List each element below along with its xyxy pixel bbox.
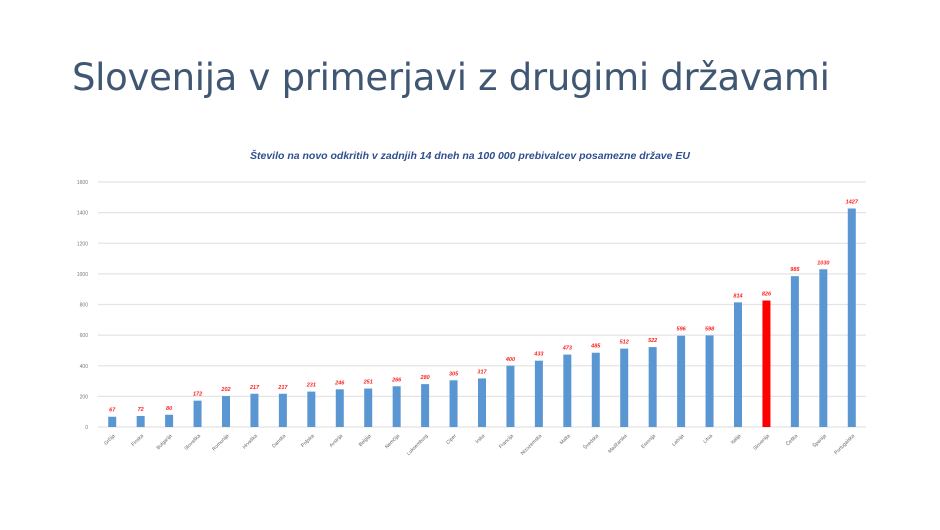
data-label: 67 — [109, 408, 116, 414]
x-tick-label: Litva — [702, 433, 714, 445]
bar-litva — [705, 335, 714, 427]
data-label: 814 — [733, 293, 742, 299]
data-label: 473 — [562, 346, 572, 352]
x-tick-label: Slovenija — [752, 433, 771, 452]
x-tick-label: Slovaška — [183, 433, 202, 452]
data-label: 826 — [762, 292, 772, 298]
slide-title: Slovenija v primerjavi z drugimi državam… — [72, 56, 830, 99]
bar-romunija — [222, 396, 230, 427]
x-tick-label: Luksemburg — [406, 433, 430, 457]
y-axis-ticks: 0 200 400 600 800 1000 1200 1400 1600 — [77, 180, 88, 431]
bars — [108, 208, 856, 427]
bar-madžarska — [620, 348, 629, 427]
x-tick-label: Italija — [730, 433, 743, 446]
y-tick-label: 0 — [85, 425, 88, 431]
x-tick-label: Estonija — [640, 433, 657, 450]
data-label: 317 — [477, 369, 487, 375]
x-tick-label: Španija — [811, 432, 828, 449]
x-tick-label: Češka — [784, 432, 799, 447]
bar-avstrija — [335, 389, 344, 427]
bar-francija — [506, 365, 515, 427]
x-tick-label: Romunija — [211, 433, 230, 452]
x-tick-label: Avstrija — [328, 433, 344, 449]
x-tick-label: Belgija — [358, 433, 373, 448]
data-label: 172 — [193, 392, 202, 398]
x-tick-label: Finska — [130, 433, 145, 448]
data-label: 251 — [363, 380, 373, 386]
x-tick-label: Nemčija — [384, 433, 401, 450]
data-label: 217 — [249, 385, 260, 391]
y-tick-label: 1200 — [77, 241, 88, 247]
x-tick-label: Francija — [498, 433, 515, 450]
x-tick-label: Irska — [475, 433, 487, 445]
y-tick-label: 600 — [80, 333, 89, 339]
y-tick-label: 1000 — [77, 272, 88, 278]
y-tick-label: 1400 — [77, 211, 88, 217]
data-label: 596 — [677, 327, 687, 333]
data-label: 202 — [220, 387, 230, 393]
x-tick-label: Ciper — [445, 433, 458, 446]
data-label: 280 — [420, 375, 430, 381]
bar-grčija — [108, 416, 117, 427]
data-label: 1427 — [846, 199, 859, 205]
x-axis-labels: Grčija Finska Bulgarija Slovaška Romunija Hrv… — [103, 432, 856, 457]
bar-poljska — [307, 391, 316, 427]
bar-ciper — [449, 380, 458, 427]
x-tick-label: Portugalska — [833, 433, 856, 456]
x-tick-label: Bulgarija — [156, 433, 174, 451]
bar-portugalska — [847, 208, 856, 427]
data-label: 598 — [705, 326, 715, 332]
bar-estonija — [648, 347, 657, 427]
bar-nemčija — [392, 386, 401, 427]
data-label: 266 — [391, 377, 402, 383]
bar-bulgarija — [165, 414, 174, 427]
x-tick-label: Madžarska — [607, 433, 629, 455]
bar-latvija — [677, 335, 686, 427]
y-tick-label: 1600 — [77, 180, 88, 186]
chart-title: Število na novo odkritih v zadnjih 14 dn… — [250, 150, 690, 162]
data-labels: 67 72 80 172 202 217 217 231 246 251 266 280 305 317 4… — [109, 199, 859, 413]
bar-hrvaška — [250, 393, 259, 427]
bar-nizozemska — [534, 360, 543, 427]
bar-španija — [819, 269, 828, 427]
bar-slovaška — [193, 400, 202, 427]
data-label: 72 — [138, 407, 144, 413]
bar-švedska — [591, 352, 600, 427]
data-label: 522 — [648, 338, 657, 344]
bar-slovenija — [762, 300, 771, 427]
data-label: 1030 — [817, 260, 829, 266]
y-tick-label: 200 — [80, 394, 89, 400]
bar-češka — [790, 276, 799, 427]
y-tick-label: 800 — [80, 303, 89, 309]
x-tick-label: Nizozemska — [520, 433, 544, 457]
bar-finska — [136, 415, 145, 427]
data-label: 433 — [533, 352, 543, 358]
data-label: 512 — [620, 340, 629, 346]
data-label: 246 — [334, 380, 345, 386]
data-label: 305 — [449, 371, 459, 377]
x-tick-label: Malta — [559, 433, 572, 446]
bar-belgija — [364, 388, 373, 427]
data-label: 80 — [166, 406, 172, 412]
y-tick-label: 400 — [80, 364, 89, 370]
data-label: 231 — [306, 383, 316, 389]
data-label: 485 — [590, 344, 601, 350]
bar-irska — [478, 378, 486, 427]
data-label: 985 — [790, 267, 800, 273]
x-tick-label: Hrvaška — [242, 433, 259, 450]
x-tick-label: Švedska — [582, 432, 601, 451]
x-tick-label: Grčija — [103, 433, 117, 447]
x-tick-label: Poljska — [300, 433, 316, 449]
bar-luksemburg — [421, 384, 430, 427]
x-tick-label: Danska — [271, 433, 287, 449]
x-tick-label: Latvija — [671, 433, 686, 448]
bar-danska — [278, 393, 287, 427]
data-label: 400 — [505, 357, 515, 363]
bar-malta — [563, 354, 572, 427]
bar-italija — [734, 302, 742, 427]
data-label: 217 — [277, 385, 288, 391]
